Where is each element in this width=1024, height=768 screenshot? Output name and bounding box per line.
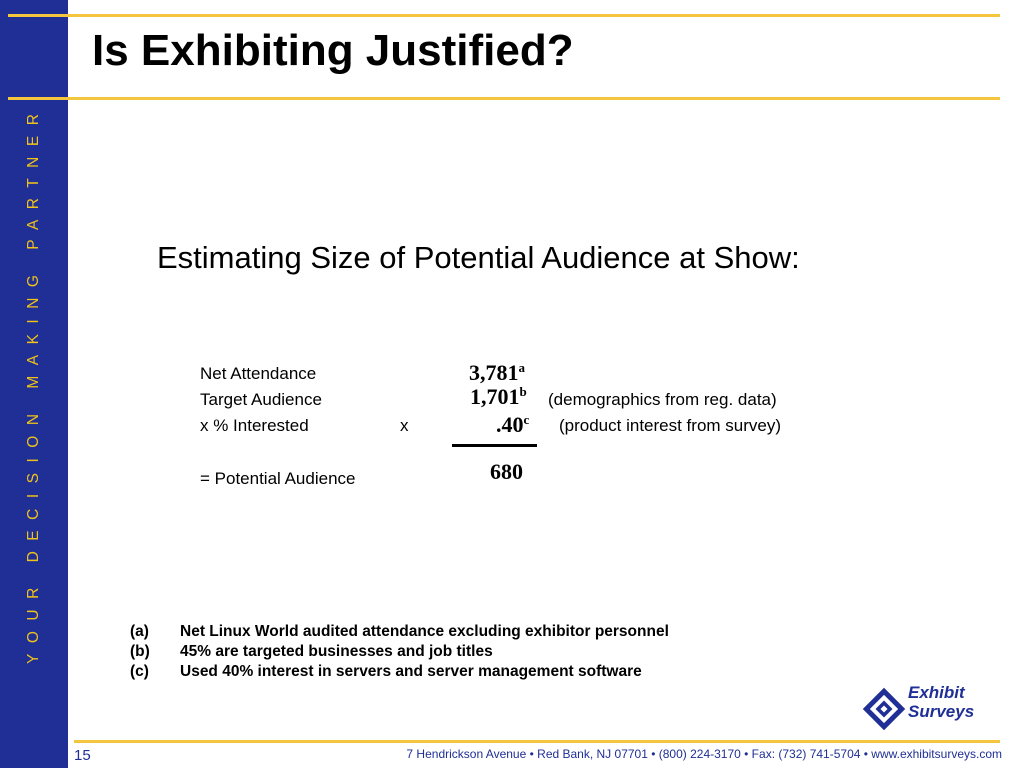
footnote-a: (a) Net Linux World audited attendance e… xyxy=(130,622,669,642)
footnote-key: (c) xyxy=(130,663,149,680)
bottom-rule xyxy=(74,740,1000,743)
title-underline-rule xyxy=(8,97,1000,100)
footnote-text: 45% are targeted businesses and job titl… xyxy=(180,643,493,660)
potential-audience-label: = Potential Audience xyxy=(200,469,356,488)
multiply-operator: x xyxy=(400,416,409,435)
net-attendance-label: Net Attendance xyxy=(200,364,317,383)
footer-address: 7 Hendrickson Avenue • Red Bank, NJ 0770… xyxy=(406,747,1002,761)
slide-title: Is Exhibiting Justified? xyxy=(92,26,574,75)
logo-mark-icon xyxy=(862,687,906,731)
footnote-c: (c) Used 40% interest in servers and ser… xyxy=(130,662,669,682)
footnote-key: (a) xyxy=(130,623,149,640)
exhibit-surveys-logo: Exhibit Surveys xyxy=(862,683,982,733)
sidebar: YOUR DECISION MAKING PARTNER xyxy=(0,0,68,768)
logo-wordmark: Exhibit Surveys xyxy=(908,683,975,721)
slide-subtitle: Estimating Size of Potential Audience at… xyxy=(157,240,800,275)
target-audience-note: (demographics from reg. data) xyxy=(548,390,777,409)
target-audience-value: 1,701b xyxy=(470,384,527,409)
target-audience-label: Target Audience xyxy=(200,390,322,409)
footnote-key: (b) xyxy=(130,643,150,660)
potential-audience-value: 680 xyxy=(490,459,523,484)
interested-note: (product interest from survey) xyxy=(559,416,782,435)
footnote-b: (b) 45% are targeted businesses and job … xyxy=(130,642,669,662)
top-rule xyxy=(8,14,1000,17)
sum-line xyxy=(452,444,537,447)
footnotes: (a) Net Linux World audited attendance e… xyxy=(130,622,669,682)
page-number: 15 xyxy=(74,747,91,764)
sidebar-tagline: YOUR DECISION MAKING PARTNER xyxy=(25,103,42,665)
footnote-text: Net Linux World audited attendance exclu… xyxy=(180,623,669,640)
footnote-text: Used 40% interest in servers and server … xyxy=(180,663,642,680)
interested-value: .40c xyxy=(496,412,530,437)
net-attendance-value: 3,781a xyxy=(469,360,525,385)
interested-label: x % Interested xyxy=(200,416,309,435)
